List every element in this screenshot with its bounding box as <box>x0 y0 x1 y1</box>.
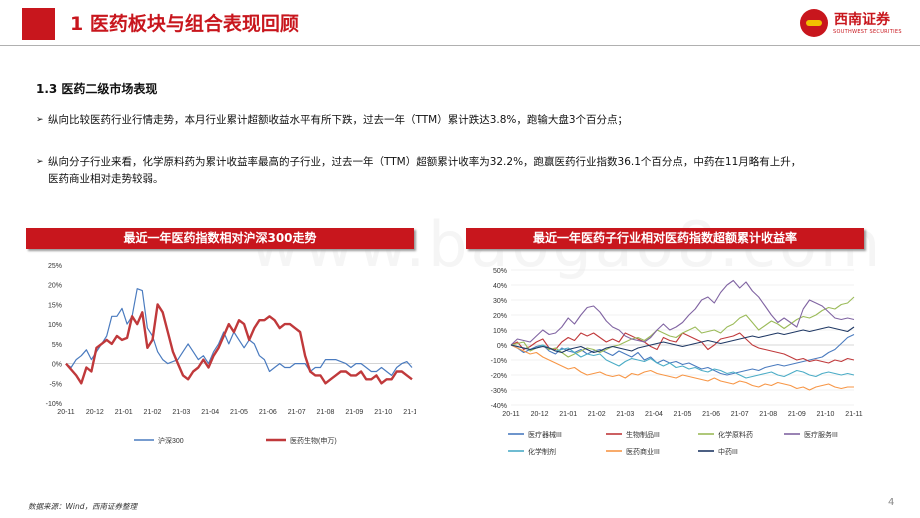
x-tick-label: 20-12 <box>531 411 549 418</box>
x-tick-label: 21-05 <box>230 409 248 416</box>
series-line <box>510 344 854 391</box>
legend-label: 医药生物(申万) <box>290 436 337 445</box>
bullet-text: 纵向比较医药行业行情走势，本月行业累计超额收益水平有所下跌，过去一年（TTM）累… <box>48 114 629 126</box>
series-line <box>510 326 855 354</box>
x-tick-label: 20-11 <box>57 409 74 416</box>
x-tick-label: 21-10 <box>816 411 834 418</box>
series-line <box>510 344 855 379</box>
x-tick-label: 21-10 <box>374 409 392 416</box>
chart-2-header: 最近一年医药子行业相对医药指数超额累计收益率 <box>466 228 864 249</box>
x-tick-label: 20-11 <box>502 411 519 418</box>
x-tick-label: 21-06 <box>259 409 277 416</box>
y-tick-label: 50% <box>493 268 507 275</box>
legend-label: 医药商业III <box>626 447 660 456</box>
y-tick-label: 20% <box>48 283 62 290</box>
y-tick-label: 30% <box>493 298 507 305</box>
x-tick-label: 21-07 <box>288 409 306 416</box>
company-logo: 西南证券 SOUTHWEST SECURITIES <box>800 7 912 41</box>
x-tick-label: 21-07 <box>731 411 749 418</box>
x-tick-label: 21-08 <box>317 409 335 416</box>
y-tick-label: -10% <box>46 401 62 408</box>
y-tick-label: -20% <box>491 373 507 380</box>
series-line <box>510 296 855 358</box>
logo-name-en: SOUTHWEST SECURITIES <box>833 29 902 35</box>
x-tick-label: 21-09 <box>788 411 806 418</box>
legend-label: 化学制剂 <box>528 447 556 456</box>
y-tick-label: 40% <box>493 283 507 290</box>
chart-1-plot: 25% 20% 15% 10% 5% 0% -5% -10%20-11 20-12 21-01 21… <box>46 263 416 445</box>
legend-label: 沪深300 <box>158 436 184 445</box>
chart-1-header: 最近一年医药指数相对沪深300走势 <box>26 228 414 249</box>
legend-label: 生物制品III <box>626 430 660 439</box>
chart-2-plot: 50% 40% 30% 20% 10% 0% -10% -20% -30% -40%20-11 20… <box>491 268 863 456</box>
y-tick-label: 20% <box>493 313 507 320</box>
x-tick-label: 21-03 <box>172 409 190 416</box>
legend-label: 中药III <box>718 447 738 456</box>
logo-name-cn: 西南证券 <box>834 12 890 28</box>
series-line <box>65 303 413 385</box>
bullet-arrow-icon: ➢ <box>36 157 44 167</box>
header-divider <box>0 45 920 46</box>
y-tick-label: -10% <box>491 358 507 365</box>
x-tick-label: 21-11 <box>845 411 862 418</box>
legend-label: 医疗服务III <box>804 430 838 439</box>
header-accent-bar <box>22 8 55 40</box>
legend-label: 化学原料药 <box>718 430 753 439</box>
x-tick-label: 21-08 <box>759 411 777 418</box>
y-tick-label: 10% <box>48 322 62 329</box>
x-tick-label: 21-06 <box>702 411 720 418</box>
y-tick-label: 0% <box>497 343 507 350</box>
legend-label: 医疗器械III <box>528 430 562 439</box>
y-tick-label: 0% <box>52 362 62 369</box>
slide-title: 1 医药板块与组合表现回顾 <box>70 13 299 35</box>
y-tick-label: 15% <box>48 302 62 309</box>
logo-emblem-icon <box>800 9 828 37</box>
x-tick-label: 21-05 <box>674 411 692 418</box>
x-tick-label: 21-11 <box>403 409 416 416</box>
bullet-text-block: 纵向分子行业来看，化学原料药为累计收益率最高的子行业，过去一年（TTM）超额累计… <box>48 154 801 188</box>
x-tick-label: 21-04 <box>201 409 219 416</box>
y-tick-label: -30% <box>491 388 507 395</box>
y-tick-label: 10% <box>493 328 507 335</box>
x-tick-label: 21-04 <box>645 411 663 418</box>
x-tick-label: 21-02 <box>588 411 606 418</box>
y-tick-label: 5% <box>52 342 62 349</box>
section-title: 1.3 医药二级市场表现 <box>36 82 158 96</box>
data-source-note: 数据来源：Wind，西南证券整理 <box>28 502 138 511</box>
bullet-item: ➢ 纵向分子行业来看，化学原料药为累计收益率最高的子行业，过去一年（TTM）超额… <box>36 154 896 188</box>
bullet-arrow-icon: ➢ <box>36 115 44 125</box>
x-tick-label: 21-01 <box>115 409 133 416</box>
x-tick-label: 21-03 <box>616 411 634 418</box>
series-line <box>65 288 413 377</box>
bullet-text-line: 纵向分子行业来看，化学原料药为累计收益率最高的子行业，过去一年（TTM）超额累计… <box>48 156 802 168</box>
bullet-text-line: 医药商业相对走势较弱。 <box>48 173 164 185</box>
y-tick-label: -40% <box>491 403 507 410</box>
x-tick-label: 21-01 <box>559 411 577 418</box>
y-tick-label: -5% <box>50 381 62 388</box>
page-number: 4 <box>888 497 895 508</box>
series-line <box>510 334 855 376</box>
x-tick-label: 21-02 <box>144 409 162 416</box>
x-tick-label: 20-12 <box>86 409 104 416</box>
x-tick-label: 21-09 <box>345 409 363 416</box>
y-tick-label: 25% <box>48 263 62 270</box>
bullet-item: ➢ 纵向比较医药行业行情走势，本月行业累计超额收益水平有所下跌，过去一年（TTM… <box>36 112 816 129</box>
series-line <box>510 279 855 346</box>
